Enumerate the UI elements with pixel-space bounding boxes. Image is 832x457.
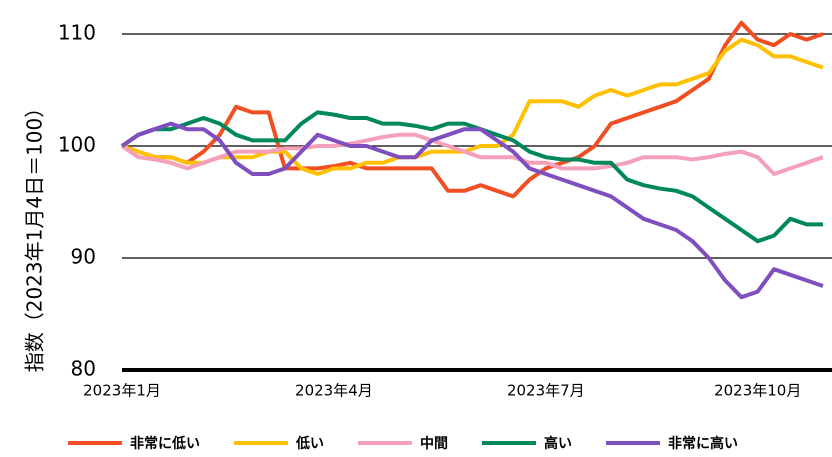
x-tick-label: 2023年1月 [83, 382, 161, 400]
legend-label: 高い [544, 435, 572, 452]
legend-label: 非常に高い [668, 435, 738, 452]
x-tick-label: 2023年4月 [295, 382, 373, 400]
series-line [120, 132, 824, 176]
legend-label: 非常に低い [130, 435, 200, 452]
x-tick-label: 2023年7月 [507, 382, 585, 400]
series-line [120, 121, 824, 300]
legend-label: 低い [295, 435, 324, 452]
series-line [120, 110, 823, 244]
y-tick-label: 80 [71, 357, 96, 381]
series-line [121, 20, 824, 199]
y-tick-label: 100 [58, 133, 96, 157]
y-axis-label: 指数（2023年1月4日＝100） [23, 98, 47, 373]
series-line [121, 37, 824, 176]
y-tick-label: 90 [71, 245, 96, 269]
x-tick-label: 2023年10月 [714, 382, 801, 400]
legend-label: 中間 [420, 435, 448, 452]
y-tick-label: 110 [58, 21, 96, 45]
